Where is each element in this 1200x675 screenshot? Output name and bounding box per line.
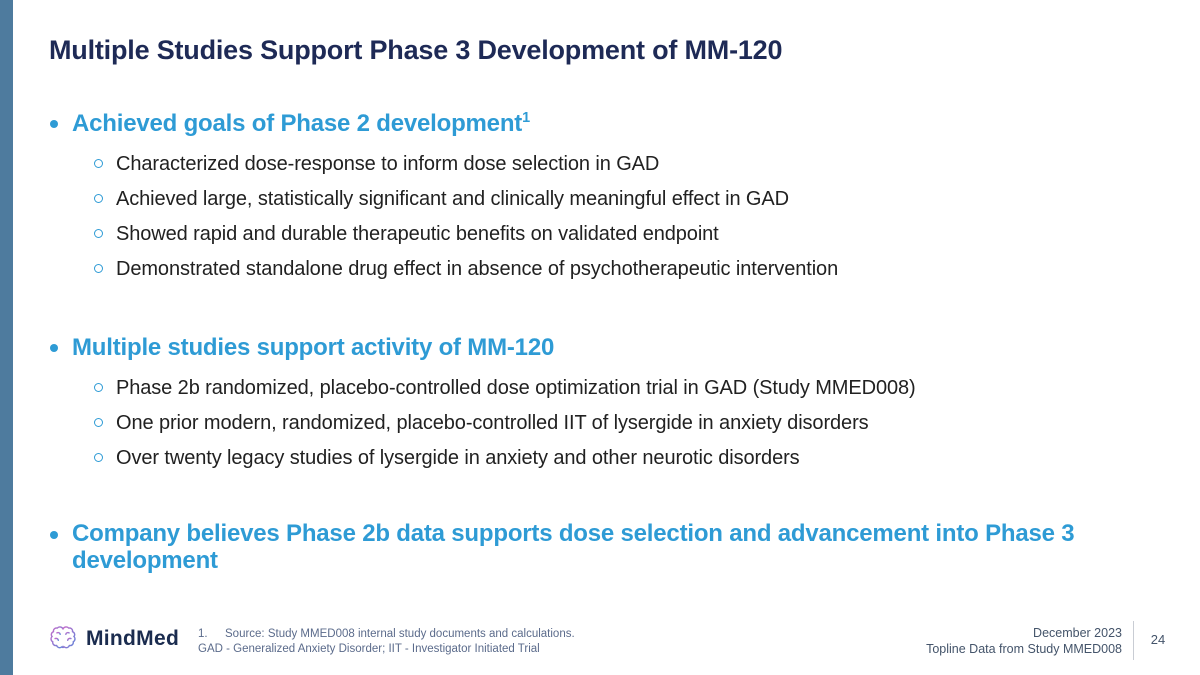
footnote-line-2: GAD - Generalized Anxiety Disorder; IIT … [198,643,540,655]
footer-divider [1133,621,1134,660]
section-heading-text: Company believes Phase 2b data supports … [72,520,1075,574]
left-accent-bar [0,0,13,675]
footnote-source-text: Source: Study MMED008 internal study doc… [225,628,575,640]
bullet-icon [50,344,58,352]
list-item: Phase 2b randomized, placebo-controlled … [49,375,1155,401]
section-heading-text: Multiple studies support activity of MM-… [72,334,555,361]
footer-date-block: December 2023 Topline Data from Study MM… [926,626,1122,657]
page-number: 24 [1150,632,1166,647]
brain-icon [50,626,76,649]
bullet-list: Characterized dose-response to inform do… [49,151,1155,282]
section-achieved-goals: Achieved goals of Phase 2 development1 C… [49,109,1155,282]
list-item-text: Phase 2b randomized, placebo-controlled … [116,377,916,399]
list-item-text: Characterized dose-response to inform do… [116,153,660,175]
list-item: One prior modern, randomized, placebo-co… [49,410,1155,436]
circle-bullet-icon [94,453,103,462]
footnote-line-1: 1. Source: Study MMED008 internal study d… [198,627,575,642]
footnote-number: 1. [198,628,208,640]
section-heading: Multiple studies support activity of MM-… [49,333,1155,363]
bullet-icon [50,531,58,539]
list-item: Characterized dose-response to inform do… [49,151,1155,177]
section-heading-text: Achieved goals of Phase 2 development1 [72,110,530,137]
circle-bullet-icon [94,229,103,238]
list-item-text: Over twenty legacy studies of lysergide … [116,447,800,469]
bullet-icon [50,120,58,128]
section-company-believes: Company believes Phase 2b data supports … [49,520,1155,574]
list-item: Achieved large, statistically significan… [49,186,1155,212]
footer-subtitle: Topline Data from Study MMED008 [926,641,1122,656]
company-logo: MindMed [48,624,179,654]
list-item-text: One prior modern, randomized, placebo-co… [116,412,869,434]
circle-bullet-icon [94,418,103,427]
circle-bullet-icon [94,194,103,203]
logo-text: MindMed [86,627,180,650]
section-heading: Company believes Phase 2b data supports … [49,520,1155,574]
section-multiple-studies: Multiple studies support activity of MM-… [49,333,1155,471]
page-title: Multiple Studies Support Phase 3 Develop… [49,35,783,65]
section-heading: Achieved goals of Phase 2 development1 [49,109,1155,139]
list-item-text: Demonstrated standalone drug effect in a… [116,258,839,280]
circle-bullet-icon [94,159,103,168]
list-item-text: Showed rapid and durable therapeutic ben… [116,223,719,245]
circle-bullet-icon [94,383,103,392]
footnote: 1. Source: Study MMED008 internal study d… [198,627,575,657]
list-item: Showed rapid and durable therapeutic ben… [49,221,1155,247]
bullet-list: Phase 2b randomized, placebo-controlled … [49,375,1155,471]
footer-date: December 2023 [1033,626,1122,640]
footnote-reference: 1 [522,110,530,126]
list-item-text: Achieved large, statistically significan… [116,188,789,210]
list-item: Demonstrated standalone drug effect in a… [49,256,1155,282]
list-item: Over twenty legacy studies of lysergide … [49,445,1155,471]
circle-bullet-icon [94,264,103,273]
